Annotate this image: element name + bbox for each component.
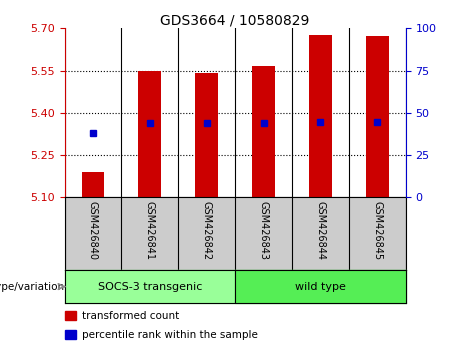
Bar (65, 311, 77, 320)
Bar (65, 270, 235, 303)
Bar (366, 36, 389, 197)
Bar (138, 71, 161, 197)
Bar (235, 270, 406, 303)
Text: GSM426843: GSM426843 (259, 201, 269, 260)
Bar (82, 172, 104, 197)
Text: GSM426841: GSM426841 (145, 201, 155, 260)
Text: GSM426845: GSM426845 (372, 201, 382, 260)
Text: GSM426842: GSM426842 (201, 201, 212, 260)
Text: GSM426840: GSM426840 (88, 201, 98, 260)
Bar (309, 35, 332, 197)
Text: transformed count: transformed count (82, 311, 179, 321)
Text: genotype/variation: genotype/variation (0, 281, 65, 292)
Bar (65, 330, 77, 339)
Bar (252, 66, 275, 197)
Text: SOCS-3 transgenic: SOCS-3 transgenic (98, 281, 202, 292)
Text: GSM426844: GSM426844 (315, 201, 325, 260)
Text: percentile rank within the sample: percentile rank within the sample (82, 330, 258, 340)
Text: wild type: wild type (295, 281, 346, 292)
Title: GDS3664 / 10580829: GDS3664 / 10580829 (160, 13, 310, 27)
Bar (195, 73, 218, 197)
